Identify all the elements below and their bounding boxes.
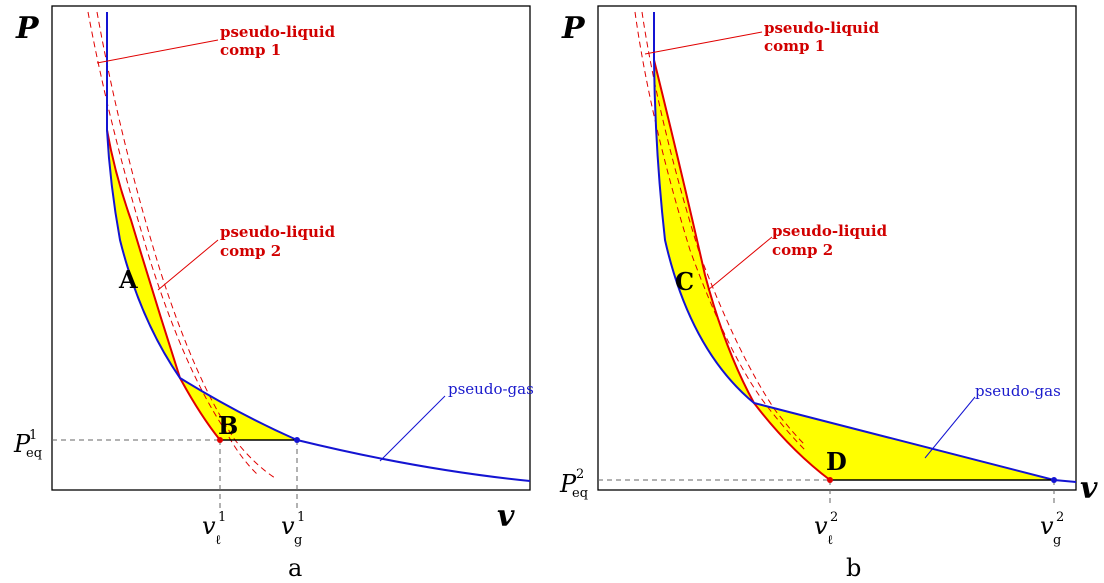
label-comp1-line2-a: comp 1 <box>220 41 281 59</box>
plot-frame-b <box>597 5 1077 491</box>
svg-text:P: P <box>559 470 577 498</box>
svg-text:ℓ: ℓ <box>827 533 833 548</box>
leader-comp1-a <box>96 39 219 64</box>
v-g-point-b <box>1051 477 1057 483</box>
svg-text:eq: eq <box>26 446 42 461</box>
svg-text:v: v <box>1040 512 1054 540</box>
label-comp2-line2-b: comp 2 <box>772 241 833 259</box>
panel-a: P v pseudo-liquid comp 1 pseudo-liquid c… <box>13 5 534 582</box>
pseudo-liquid-comp1-curve-b <box>634 11 806 451</box>
svg-text:g: g <box>294 533 302 548</box>
label-comp1-line1-b: pseudo-liquid <box>764 19 880 37</box>
leader-comp1-b <box>644 31 763 55</box>
svg-text:v: v <box>202 512 216 540</box>
leader-gas-a <box>379 395 446 462</box>
v-l-point-b <box>827 477 833 483</box>
svg-text:v: v <box>814 512 828 540</box>
label-comp2-line2-a: comp 2 <box>220 242 281 260</box>
region-label-c: C <box>675 267 694 296</box>
pseudo-liquid-comp2-curve-b <box>641 11 806 446</box>
svg-text:1: 1 <box>218 510 226 525</box>
caption-b: b <box>846 554 861 582</box>
plot-frame-a <box>51 5 531 491</box>
label-comp2-line1-b: pseudo-liquid <box>772 222 888 240</box>
region-label-a: A <box>118 265 138 294</box>
axis-x-label-a: v <box>497 499 515 534</box>
svg-text:eq: eq <box>572 486 588 501</box>
svg-text:2: 2 <box>576 467 584 482</box>
v-l-point-a <box>217 437 223 443</box>
axis-y-label-b: P <box>561 11 586 46</box>
svg-text:1: 1 <box>297 510 305 525</box>
svg-text:ℓ: ℓ <box>215 533 221 548</box>
pseudo-liquid-comp2-curve-a <box>96 11 276 479</box>
p-eq-label-a: P 1 eq <box>13 428 42 461</box>
pseudo-gas-curve-b <box>653 12 1077 483</box>
leader-gas-b <box>924 396 976 459</box>
pseudo-liquid-curve-a <box>106 129 221 441</box>
leader-comp2-a <box>157 239 219 291</box>
v-g-point-a <box>294 437 300 443</box>
svg-text:2: 2 <box>1056 510 1064 525</box>
label-comp2-line1-a: pseudo-liquid <box>220 223 336 241</box>
caption-a: a <box>288 554 302 582</box>
label-comp1-line1-a: pseudo-liquid <box>220 23 336 41</box>
pseudo-gas-curve-a <box>106 12 531 482</box>
pseudo-liquid-curve-b <box>653 59 831 481</box>
p-eq-label-b: P 2 eq <box>559 467 588 501</box>
svg-text:P: P <box>13 430 31 458</box>
label-comp1-line2-b: comp 1 <box>764 37 825 55</box>
region-label-d: D <box>826 447 847 476</box>
v-l-label-a: v 1 ℓ <box>202 510 226 548</box>
v-g-label-a: v 1 g <box>281 510 305 548</box>
region-label-b: B <box>218 411 238 440</box>
leader-comp2-b <box>707 236 773 291</box>
axis-y-label-a: P <box>15 11 40 46</box>
pseudo-liquid-comp1-curve-a <box>87 11 259 476</box>
region-c-area <box>654 60 754 403</box>
svg-text:g: g <box>1053 533 1061 548</box>
label-gas-a: pseudo-gas <box>448 380 534 398</box>
v-l-label-b: v 2 ℓ <box>814 510 838 548</box>
label-gas-b: pseudo-gas <box>975 382 1061 400</box>
svg-text:1: 1 <box>29 428 37 443</box>
panel-b: P v pseudo-liquid comp 1 pseudo-liquid c… <box>559 5 1098 582</box>
axis-x-label-b: v <box>1080 471 1098 506</box>
svg-text:v: v <box>281 512 295 540</box>
svg-text:2: 2 <box>830 510 838 525</box>
v-g-label-b: v 2 g <box>1040 510 1064 548</box>
